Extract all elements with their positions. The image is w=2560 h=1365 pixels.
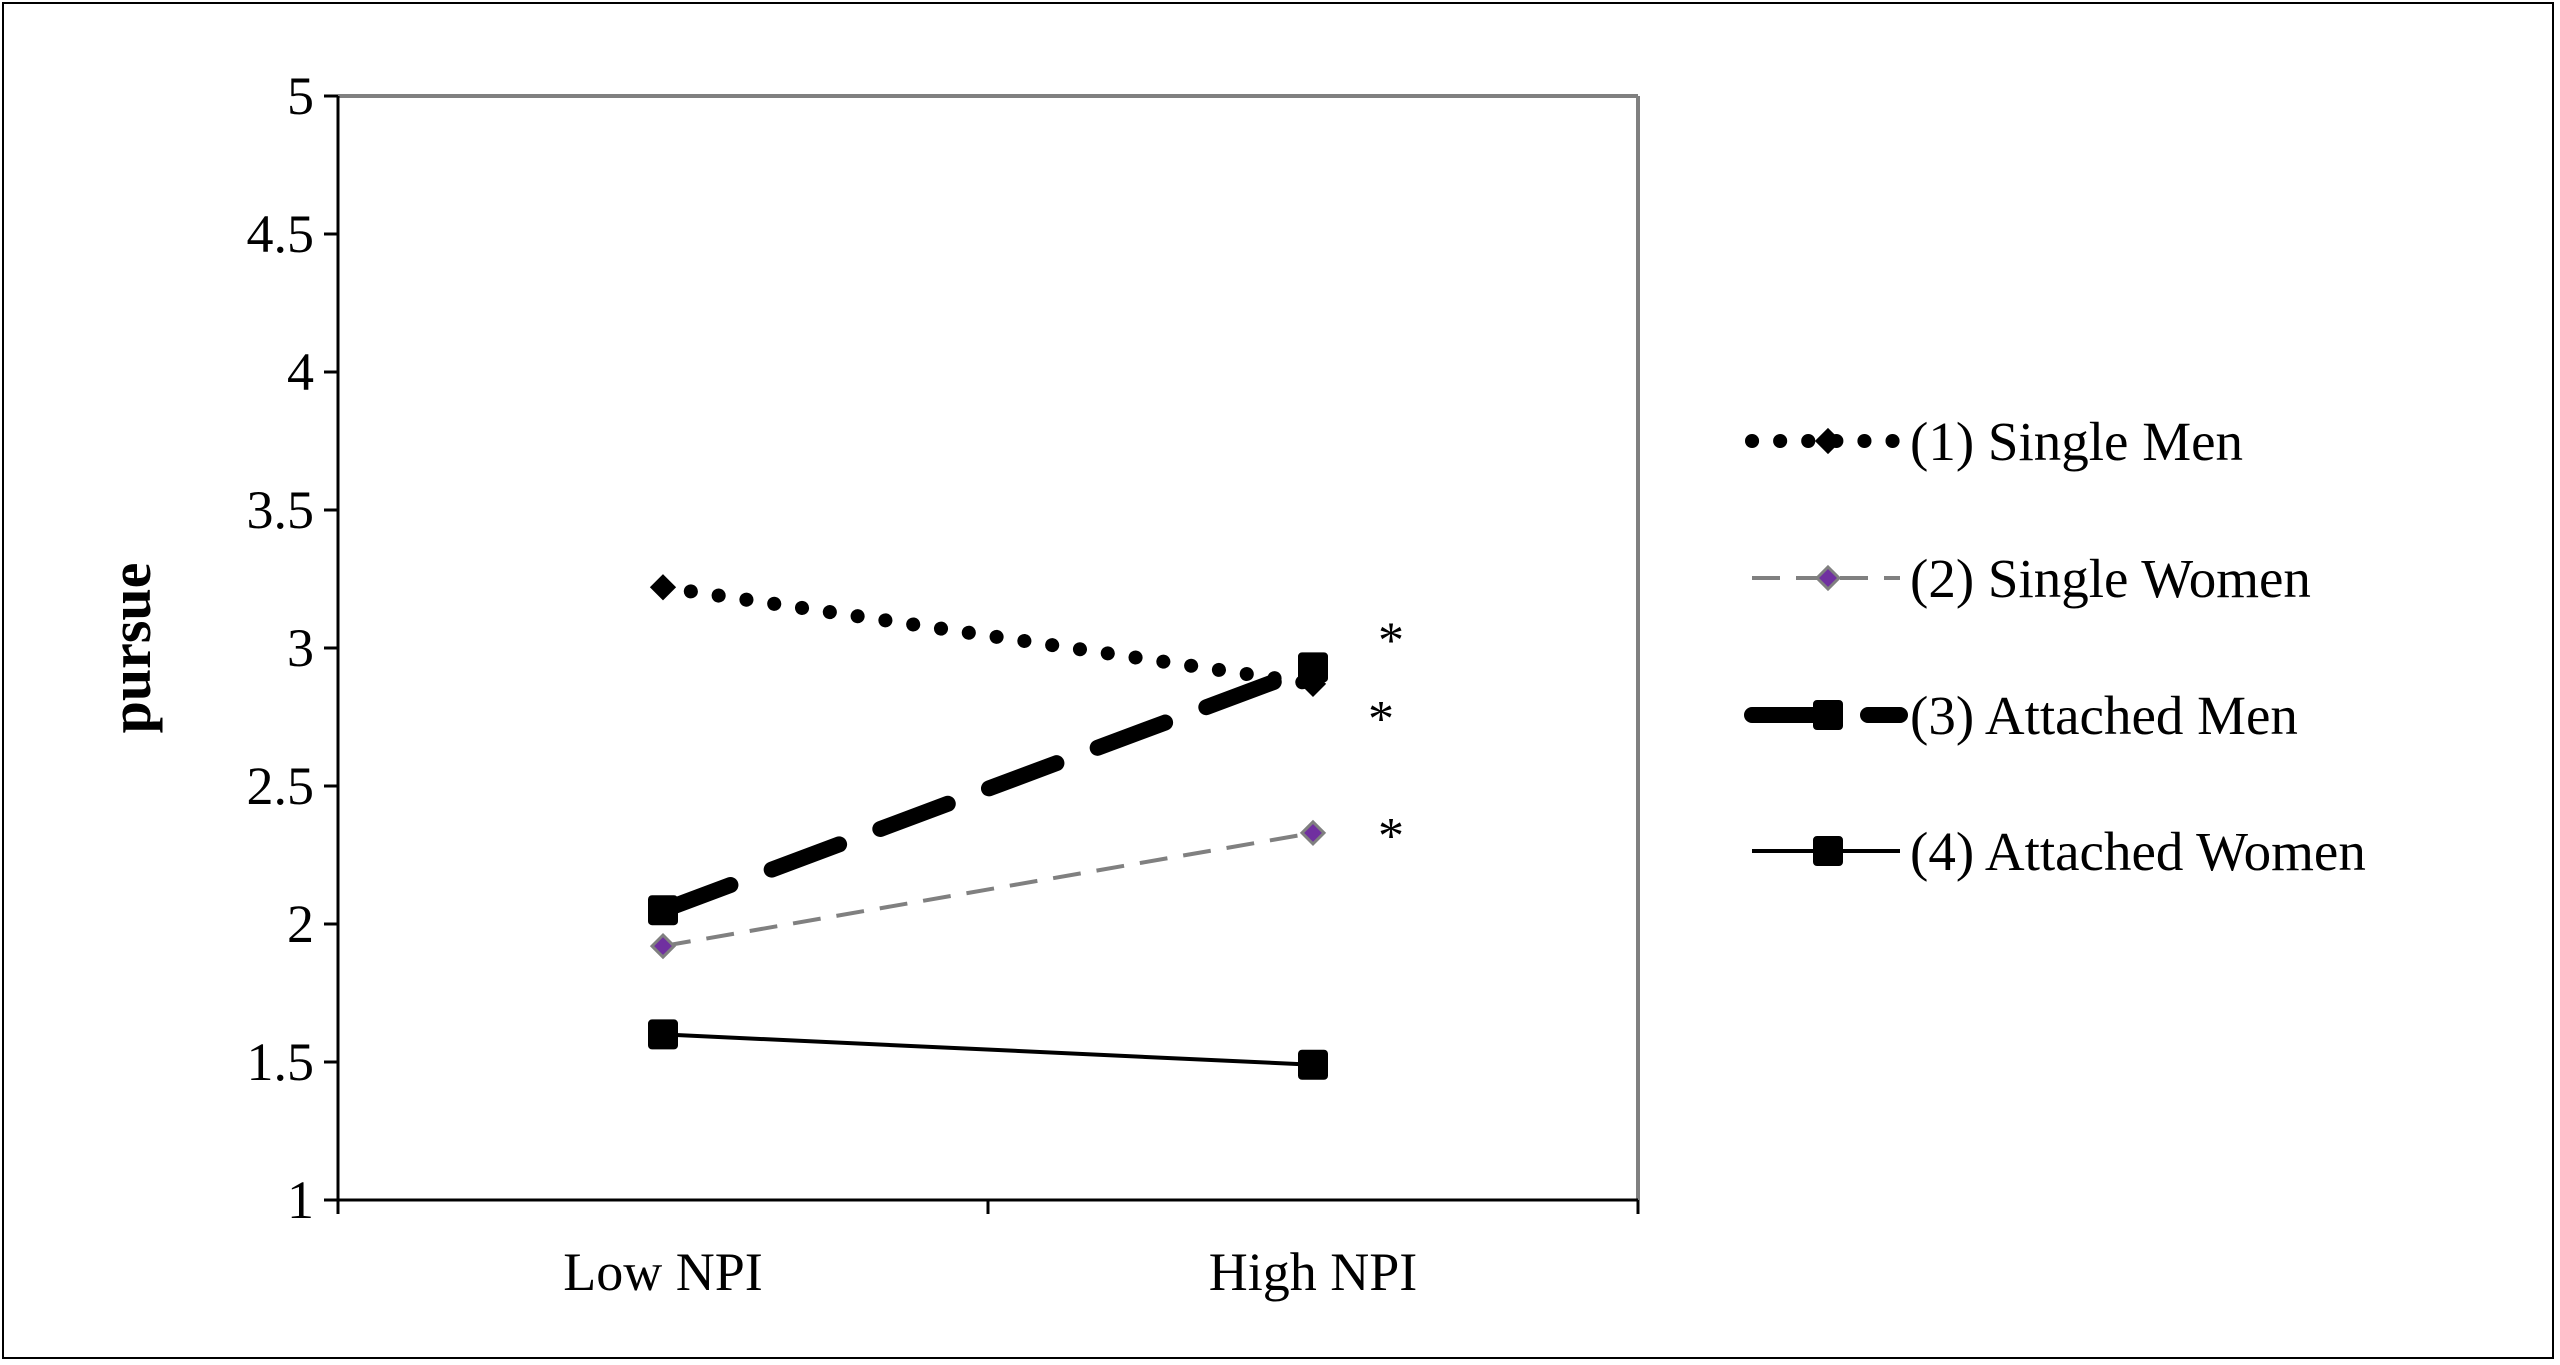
series-2	[649, 819, 1327, 960]
legend-label: (2) Single Women	[1910, 548, 2311, 609]
y-tick-label: 1	[287, 1170, 314, 1230]
significance-star: *	[1368, 691, 1394, 748]
legend-marker	[1813, 836, 1843, 866]
series-1	[649, 574, 1327, 698]
data-point	[648, 895, 678, 926]
legend-label: (4) Attached Women	[1910, 821, 2366, 882]
series-4	[648, 1019, 1328, 1080]
significance-star: *	[1378, 808, 1404, 865]
axes: 1 1.5 2 2.5 3 3.5 4 4.5 5 Low NPI High NPI pursue	[98, 66, 1640, 1302]
y-axis-title: pursue	[98, 563, 163, 734]
annotations: * * *	[1368, 612, 1404, 865]
data-point	[649, 574, 677, 601]
y-tick-label: 2.5	[247, 756, 315, 816]
legend: (1) Single Men (2) Single Women (3) Attach…	[1744, 411, 2366, 882]
y-tick-label: 3.5	[247, 480, 315, 540]
legend-marker	[1813, 700, 1843, 730]
data-point	[1298, 1049, 1328, 1080]
series-line-4	[662, 1032, 1314, 1067]
legend-item-2: (2) Single Women	[1752, 548, 2311, 609]
legend-item-3: (3) Attached Men	[1744, 685, 2298, 746]
series-line-3	[655, 659, 1321, 919]
y-tick-label: 3	[287, 618, 314, 678]
y-tick-label: 4.5	[247, 204, 315, 264]
x-tick-label: Low NPI	[563, 1242, 763, 1302]
series-3	[648, 652, 1328, 926]
legend-item-4: (4) Attached Women	[1752, 821, 2366, 882]
legend-item-1: (1) Single Men	[1745, 411, 2243, 472]
y-tick-label: 1.5	[247, 1032, 315, 1092]
legend-marker	[1814, 427, 1842, 455]
y-tick-label: 5	[287, 66, 314, 126]
x-tick-label: High NPI	[1209, 1242, 1418, 1302]
legend-label: (1) Single Men	[1910, 411, 2243, 472]
data-point	[1299, 819, 1327, 847]
y-tick-label: 2	[287, 894, 314, 954]
legend-marker	[1814, 564, 1842, 592]
data-point	[648, 1019, 678, 1050]
data-point	[649, 932, 677, 960]
series-line-2	[662, 830, 1314, 949]
y-tick-label: 4	[287, 342, 314, 402]
series-layer	[648, 574, 1328, 1080]
significance-star: *	[1378, 612, 1404, 669]
series-line-1	[656, 580, 1320, 691]
data-point	[1298, 652, 1328, 683]
legend-label: (3) Attached Men	[1910, 685, 2298, 746]
